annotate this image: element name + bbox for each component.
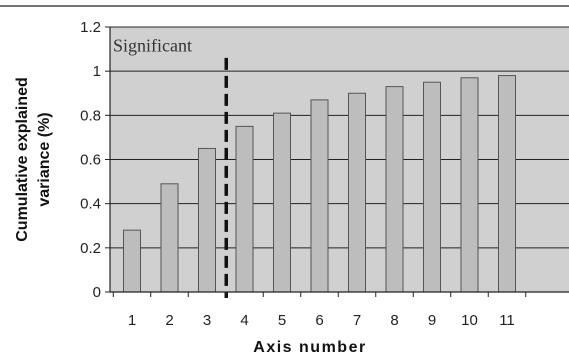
bar-axis-8: [385, 86, 404, 293]
bar-axis-1: [123, 229, 141, 293]
x-tick-label: 4: [240, 312, 248, 329]
y-tick-label: 0.2: [80, 240, 101, 257]
x-tick-label: 2: [165, 312, 173, 329]
x-tick-label: 3: [203, 312, 211, 329]
y-tick-label: 0: [93, 284, 101, 301]
x-tick-label: 11: [499, 312, 515, 329]
y-tick-label: 0.4: [80, 196, 101, 213]
bar-axis-6: [310, 99, 329, 293]
bar-axis-10: [460, 77, 479, 293]
bar-axis-2: [160, 183, 179, 293]
x-axis: 1 2 3 4 5 6 7 8 9 10 11: [110, 291, 569, 329]
x-tick-label: 5: [278, 312, 286, 329]
y-tick-label: 1: [93, 63, 101, 80]
y-tick-label: 0.8: [80, 107, 101, 124]
y-axis-title: Cumulative explained variance (%): [14, 77, 53, 242]
x-tick-label: 7: [353, 312, 361, 329]
y-tick-label: 0.6: [80, 152, 101, 169]
bar-axis-11: [498, 75, 516, 293]
x-tick-label: 10: [461, 312, 478, 329]
bar-axis-9: [423, 81, 441, 293]
x-tick-label: 1: [128, 312, 136, 329]
y-tick-label: 1.2: [80, 19, 101, 36]
x-tick-label: 8: [390, 312, 398, 329]
y-axis-title-line: variance (%): [36, 112, 53, 206]
significant-annotation: Significant: [113, 35, 192, 55]
y-axis-title-line: Cumulative explained: [14, 77, 31, 242]
bar-axis-5: [273, 112, 291, 293]
x-tick-label: 9: [428, 312, 436, 329]
bars: [123, 75, 516, 293]
x-tick-label: 6: [315, 312, 323, 329]
bar-axis-7: [348, 92, 366, 293]
bar-axis-4: [235, 125, 254, 293]
bar-axis-3: [198, 147, 216, 293]
y-axis: 0 0.2 0.4 0.6 0.8 1 1.2: [80, 19, 111, 301]
x-axis-title: Axis number: [253, 339, 366, 356]
gridlines: [110, 26, 569, 249]
